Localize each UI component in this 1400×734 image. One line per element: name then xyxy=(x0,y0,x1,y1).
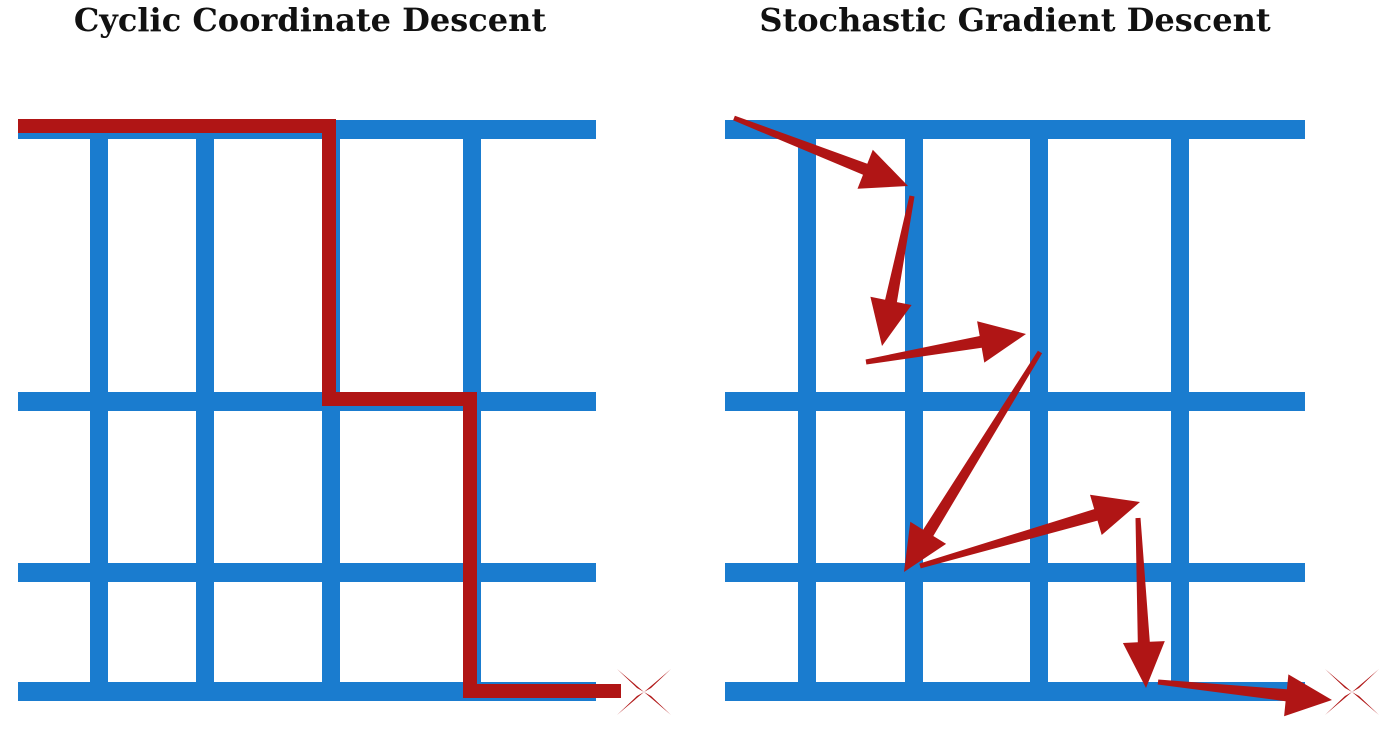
sgd-step-arrow-2 xyxy=(870,195,915,346)
right-grid-line-h2 xyxy=(725,392,1305,411)
left-grid-line-v2 xyxy=(196,130,214,690)
left-goal-cross-star-icon xyxy=(617,669,671,715)
right-grid-line-h1 xyxy=(725,120,1305,139)
sgd-step-arrow-7 xyxy=(1157,674,1332,717)
right-grid-line-h3 xyxy=(725,563,1305,582)
right-goal-cross-star-icon xyxy=(1325,669,1379,715)
right-grid-line-v1 xyxy=(798,130,816,690)
sgd-step-arrow-5 xyxy=(919,494,1140,569)
right-grid-line-v4 xyxy=(1171,130,1189,690)
left-grid-line-h3 xyxy=(18,563,596,582)
left-grid-line-h4 xyxy=(18,682,596,701)
right-grid-line-v3 xyxy=(1030,130,1048,690)
sgd-step-arrow-3 xyxy=(865,321,1026,365)
left-panel-title: Cyclic Coordinate Descent xyxy=(73,1,547,39)
sgd-step-arrow-4 xyxy=(904,350,1043,572)
cyclic-descent-path xyxy=(18,119,621,698)
left-grid xyxy=(18,120,596,701)
sgd-step-arrow-6 xyxy=(1122,517,1165,688)
sgd-arrows xyxy=(733,115,1332,717)
right-grid-line-h4 xyxy=(725,682,1305,701)
right-panel-title: Stochastic Gradient Descent xyxy=(759,1,1271,39)
sgd-step-arrow-1 xyxy=(733,115,908,189)
right-grid xyxy=(725,120,1305,701)
left-grid-line-v1 xyxy=(90,130,108,690)
